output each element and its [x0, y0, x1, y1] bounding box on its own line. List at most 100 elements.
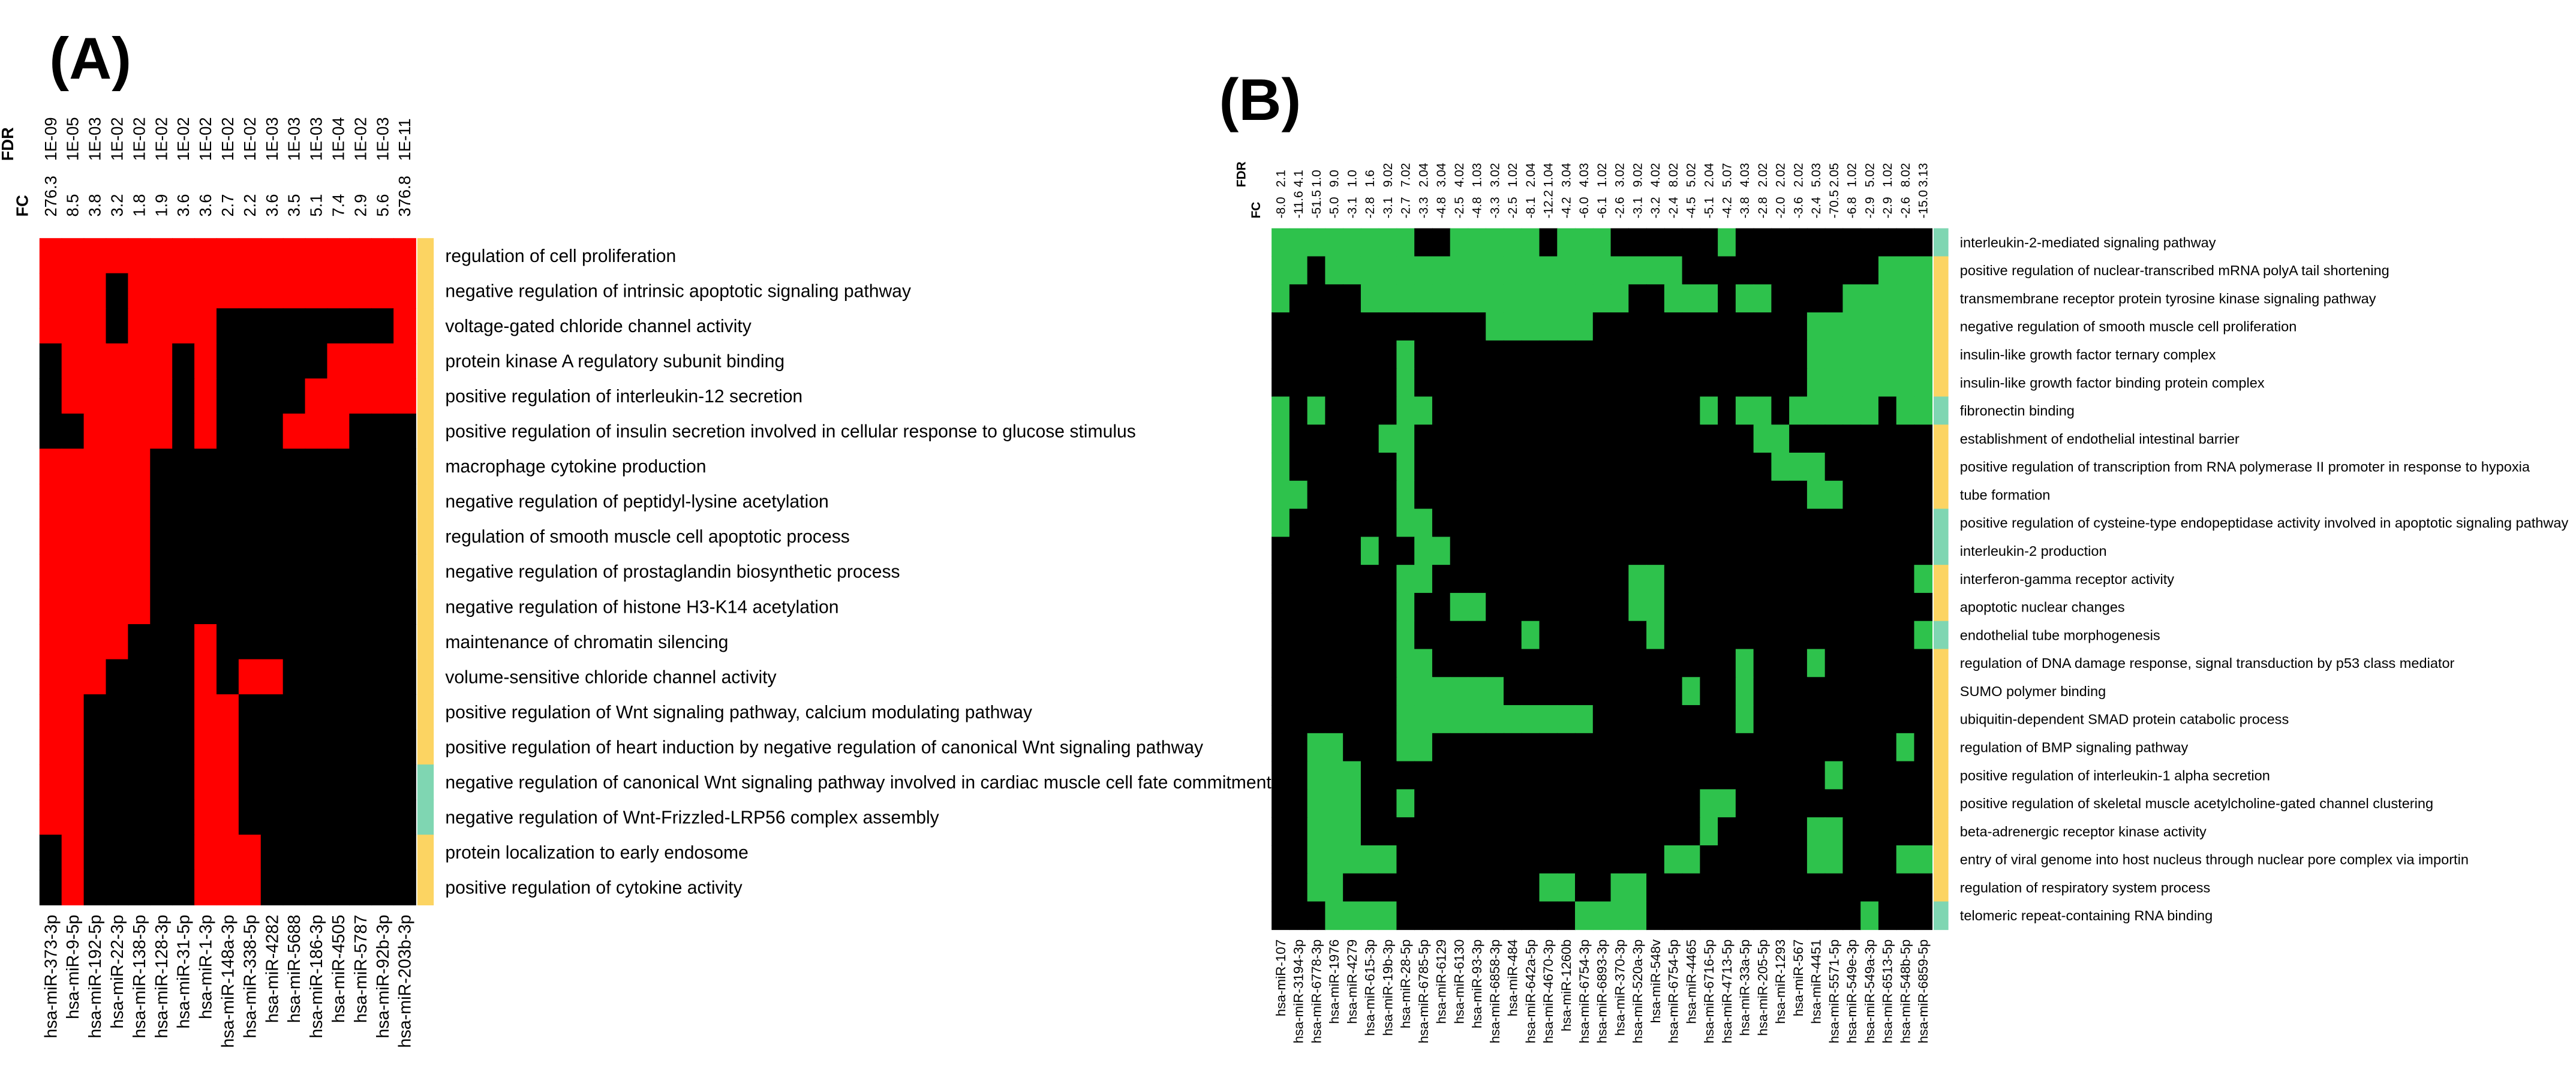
heatmap-cell — [1521, 677, 1540, 706]
heatmap-cell — [83, 448, 107, 484]
heatmap-cell — [1646, 508, 1665, 538]
heatmap-cell — [1396, 873, 1415, 902]
fc-value: -3.3 — [1488, 197, 1502, 218]
heatmap-cell — [1432, 340, 1451, 369]
heatmap-cell — [1575, 677, 1594, 706]
row-annotation — [1933, 592, 1949, 622]
heatmap-cell — [1396, 228, 1415, 257]
heatmap-cell — [1503, 228, 1522, 257]
heatmap-cell — [1806, 705, 1826, 734]
heatmap-cell — [260, 273, 284, 309]
heatmap-cell — [1824, 565, 1844, 594]
heatmap-cell — [1521, 649, 1540, 678]
row-annotation — [417, 553, 434, 590]
heatmap-cell — [1521, 733, 1540, 762]
heatmap-cell — [1396, 649, 1415, 678]
heatmap-cell — [1860, 368, 1879, 398]
heatmap-cell — [1378, 649, 1397, 678]
fc-value: 3.5 — [285, 194, 303, 216]
column-label: hsa-miR-567 — [1791, 940, 1806, 1017]
heatmap-cell — [1753, 256, 1772, 285]
fdr-value: 1E-02 — [218, 117, 237, 161]
heatmap-cell — [1396, 789, 1415, 818]
heatmap-cell — [1414, 452, 1433, 481]
row-annotation — [417, 308, 434, 344]
heatmap-cell — [1878, 452, 1897, 481]
heatmap-cell — [1325, 228, 1343, 257]
heatmap-cell — [61, 659, 85, 695]
fdr-value: 1E-03 — [307, 117, 326, 161]
heatmap-cell — [1646, 761, 1665, 790]
heatmap-cell — [1360, 621, 1379, 650]
heatmap-cell — [1878, 901, 1897, 931]
heatmap-cell — [327, 764, 350, 800]
heatmap-cell — [260, 869, 284, 906]
heatmap-cell — [1289, 901, 1308, 931]
row-label: positive regulation of interleukin-12 se… — [445, 387, 802, 406]
heatmap-cell — [1557, 901, 1576, 931]
heatmap-cell — [1539, 424, 1558, 453]
heatmap-cell — [1486, 480, 1504, 510]
heatmap-cell — [1557, 705, 1576, 734]
heatmap-cell — [371, 273, 394, 309]
heatmap-cell — [1878, 312, 1897, 341]
heatmap-cell — [1860, 480, 1879, 510]
row-label: maintenance of chromatin silencing — [445, 633, 728, 652]
heatmap-cell — [1486, 284, 1504, 313]
heatmap-cell — [1468, 733, 1487, 762]
heatmap-cell — [1503, 452, 1522, 481]
heatmap-cell — [1360, 424, 1379, 453]
heatmap-cell — [106, 238, 129, 274]
heatmap-cell — [1307, 480, 1326, 510]
row-label: negative regulation of histone H3-K14 ac… — [445, 597, 838, 617]
fc-value: -6.8 — [1845, 197, 1859, 218]
heatmap-cell — [1360, 817, 1379, 846]
heatmap-cell — [1360, 789, 1379, 818]
heatmap-cell — [1682, 677, 1701, 706]
heatmap-cell — [305, 659, 328, 695]
heatmap-cell — [1343, 312, 1361, 341]
heatmap-cell — [150, 553, 173, 590]
heatmap-cell — [1325, 340, 1343, 369]
heatmap-cell — [1307, 508, 1326, 538]
heatmap-cell — [371, 238, 394, 274]
heatmap-cell — [1842, 789, 1862, 818]
heatmap-cell — [1486, 649, 1504, 678]
heatmap-cell — [1468, 256, 1487, 285]
heatmap-cell — [1450, 228, 1469, 257]
heatmap-cell — [1432, 677, 1451, 706]
heatmap-cell — [1806, 340, 1826, 369]
heatmap-cell — [1539, 873, 1558, 902]
heatmap-cell — [349, 308, 372, 344]
heatmap-cell — [1503, 873, 1522, 902]
column-label: hsa-miR-9-5p — [64, 915, 83, 1019]
heatmap-cell — [83, 694, 107, 730]
heatmap-cell — [1450, 256, 1469, 285]
panel-title: (B) — [1219, 67, 1301, 133]
heatmap-cell — [1468, 396, 1487, 426]
heatmap-cell — [172, 308, 195, 344]
heatmap-cell — [1914, 565, 1933, 594]
heatmap-cell — [172, 483, 195, 520]
heatmap-cell — [216, 308, 239, 344]
heatmap-cell — [1486, 340, 1504, 369]
heatmap-cell — [1789, 228, 1808, 257]
row-label: tube formation — [1960, 487, 2051, 502]
heatmap-cell — [1735, 228, 1754, 257]
heatmap-cell — [349, 799, 372, 835]
heatmap-cell — [1824, 733, 1844, 762]
heatmap-cell — [1771, 565, 1790, 594]
heatmap-cell — [1718, 368, 1736, 398]
heatmap-cell — [1272, 508, 1290, 538]
heatmap-cell — [1771, 649, 1790, 678]
heatmap-cell — [1878, 621, 1897, 650]
heatmap-cell — [1557, 733, 1576, 762]
heatmap-cell — [39, 343, 62, 380]
heatmap-cell — [1468, 565, 1487, 594]
heatmap-cell — [1914, 312, 1933, 341]
heatmap-cell — [1664, 592, 1683, 622]
heatmap-cell — [1378, 368, 1397, 398]
heatmap-cell — [1378, 537, 1397, 565]
heatmap-cell — [371, 694, 394, 730]
heatmap-cell — [106, 343, 129, 380]
